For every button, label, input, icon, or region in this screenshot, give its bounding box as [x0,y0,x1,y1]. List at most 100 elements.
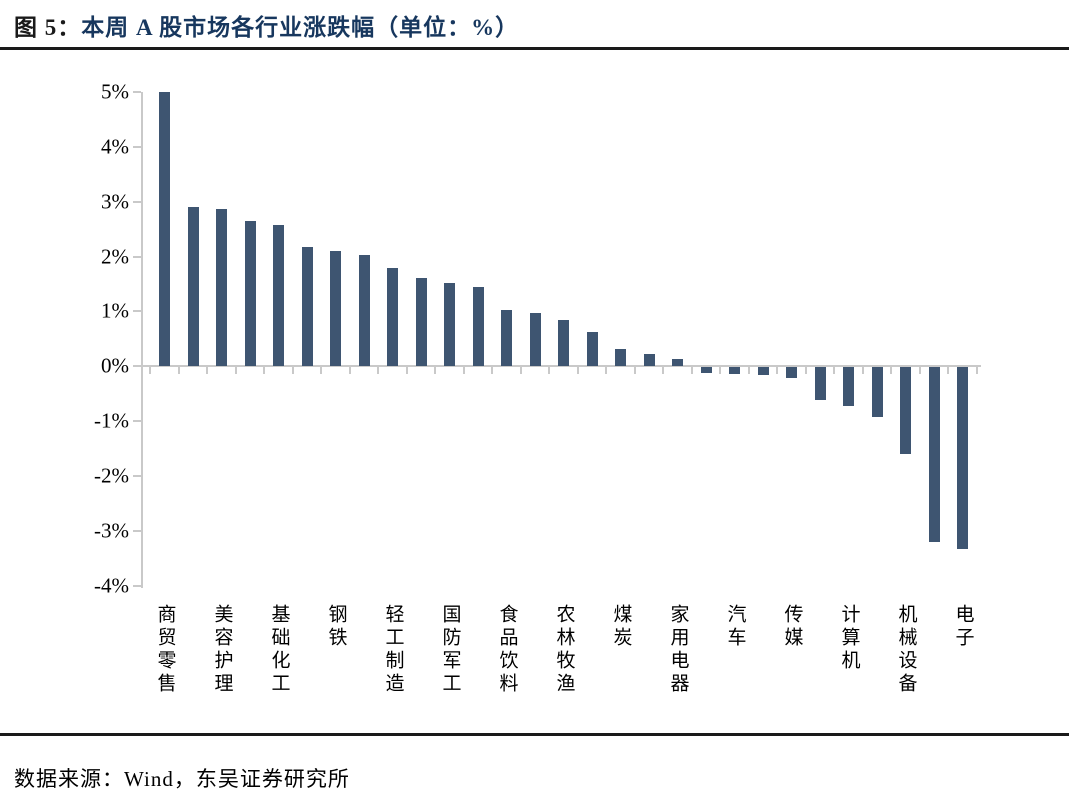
x-axis-tick [348,366,351,375]
x-axis-category-label: 传媒 [781,604,803,650]
bar [558,319,569,367]
x-axis-category-label: 国防军工 [439,604,461,696]
bar [843,367,854,406]
x-axis-tick [947,366,950,375]
x-axis-tick [206,366,209,375]
x-axis-tick [833,366,836,375]
x-axis-tick [434,366,437,375]
x-axis-tick [576,366,579,375]
y-axis-tick [133,310,141,313]
bar [757,367,769,376]
y-axis-tick-label: -2% [94,463,129,488]
x-axis-category-label: 煤炭 [610,604,632,650]
x-axis-tick [548,366,551,375]
bar-chart: 5% 4% 3% 2% 1% 0% -1% -2% -3% -4% 商贸零售 美容护理 基础化工 钢铁 轻工… [94,81,1003,696]
bar [871,367,883,417]
bar [615,348,626,367]
y-axis-tick [133,200,141,203]
x-axis-category-label: 家用电器 [667,604,689,696]
y-axis-tick [133,255,141,258]
bar [957,367,968,550]
y-axis-tick [133,420,141,423]
x-axis-category-label: 食品饮料 [496,604,518,696]
bar [900,367,911,454]
x-axis-tick [234,366,237,375]
x-axis-category-label: 基础化工 [268,604,290,696]
bar [643,354,655,367]
bar [529,313,541,367]
x-axis-tick [890,366,893,375]
y-axis-tick-label: -1% [94,408,129,433]
bar [472,286,484,367]
bar [159,92,170,367]
bar [786,367,797,379]
x-axis-category-label: 计算机 [838,604,860,673]
footer-divider [0,733,1069,736]
x-axis-category-label: 商贸零售 [154,604,176,696]
bar [358,254,370,367]
x-axis-category-label: 钢铁 [325,604,347,650]
x-axis-tick [462,366,465,375]
y-axis-tick [133,91,141,93]
bar [301,246,313,367]
bar [273,225,284,367]
y-axis-tick [133,365,141,368]
x-axis-tick [320,366,323,375]
x-axis-tick [861,366,864,375]
figure-number: 图 5： [14,15,82,40]
bar [928,367,940,542]
bar [415,278,427,367]
x-axis-category-label: 美容护理 [211,604,233,696]
y-axis-tick [133,529,141,532]
x-axis-tick [975,366,978,375]
x-axis-tick [776,366,779,375]
y-axis-tick-label: 1% [101,298,129,323]
figure-caption: 图 5：本周 A 股市场各行业涨跌幅（单位：%） [14,8,519,42]
x-axis-tick [177,366,180,375]
y-axis-tick-label: 3% [101,189,129,214]
x-axis-category-label: 汽车 [724,604,746,650]
x-axis-tick [633,366,636,375]
x-axis-tick [149,366,152,375]
y-axis-tick-label: -3% [94,518,129,543]
x-axis-category-label: 机械设备 [895,604,917,696]
y-axis-tick-label: -4% [94,573,129,598]
y-axis-tick [133,584,141,587]
x-axis-tick [519,366,522,375]
bar [187,207,199,367]
x-axis-tick [747,366,750,375]
x-axis-tick [662,366,665,375]
bar [814,367,826,401]
bar [216,208,227,367]
x-axis-tick [263,366,266,375]
x-axis-tick [405,366,408,375]
bar [330,251,341,367]
bar [672,359,683,367]
y-axis-tick-label: 5% [101,79,129,104]
data-source-note: 数据来源：Wind，东吴证券研究所 [14,767,350,791]
figure-title: 本周 A 股市场各行业涨跌幅（单位：%） [81,15,520,40]
bar [586,331,598,367]
bar [700,367,712,373]
y-axis-tick-label: 2% [101,244,129,269]
x-axis-tick [690,366,693,375]
x-axis-tick [804,366,807,375]
caption-underline [0,47,1069,50]
y-axis-tick-label: 4% [101,134,129,159]
x-axis-tick [491,366,494,375]
bar [729,367,740,374]
bar [444,282,455,367]
bar [244,220,256,367]
x-axis-category-label: 轻工制造 [382,604,404,696]
bar [501,309,512,367]
y-axis-line [141,92,143,588]
x-axis-tick [605,366,608,375]
y-axis-tick [133,474,141,477]
y-axis-tick [133,145,141,148]
x-axis-zero-line [143,365,981,368]
x-axis-tick [719,366,722,375]
x-axis-category-label: 电子 [952,604,974,650]
x-axis-tick [377,366,380,375]
x-axis-tick [291,366,294,375]
x-axis-category-label: 农林牧渔 [553,604,575,696]
